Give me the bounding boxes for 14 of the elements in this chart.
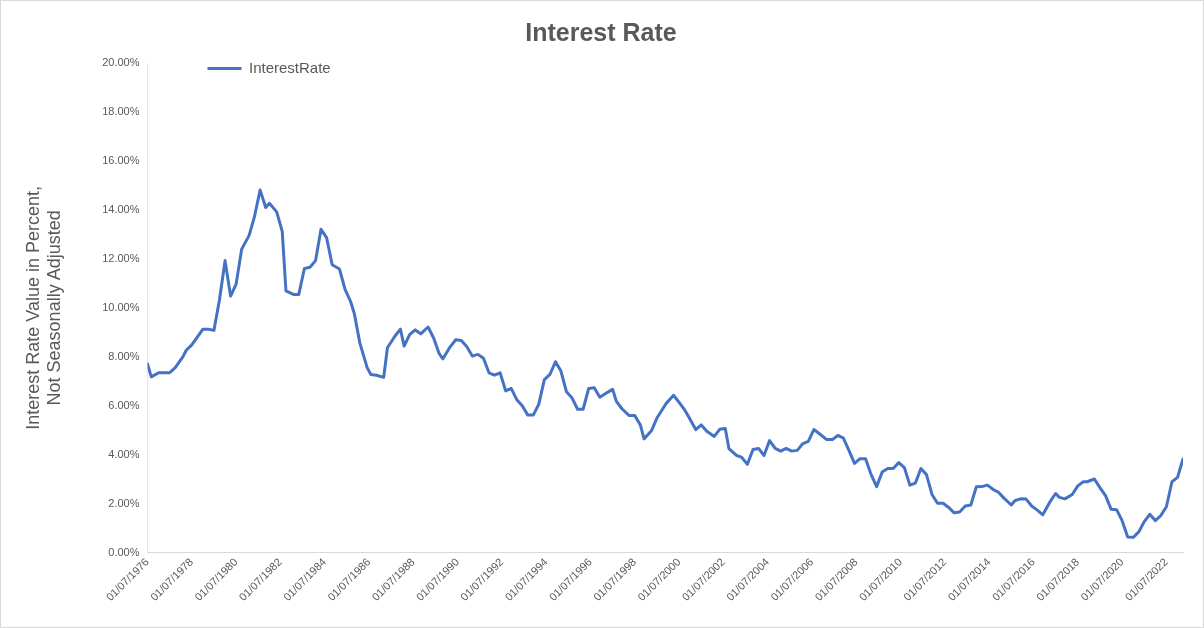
y-tick-label: 12.00% [102,251,140,264]
y-axis-title: Interest Rate Value in Percent, Not Seasonally Adjusted [22,185,65,430]
y-tick-label: 20.00% [102,56,140,69]
y-tick-label: 8.00% [108,349,140,362]
y-tick-label: 16.00% [102,153,140,166]
y-tick-label: 10.00% [102,300,140,313]
y-tick-label: 2.00% [108,496,140,509]
y-tick-label: 18.00% [102,105,140,117]
y-tick-label: 0.00% [108,545,140,558]
y-tick-label: 4.00% [108,447,140,460]
legend-label: InterestRate [249,58,331,76]
y-tick-label: 14.00% [102,202,140,215]
chart-title: Interest Rate [525,17,677,46]
y-tick-label: 6.00% [108,398,140,411]
